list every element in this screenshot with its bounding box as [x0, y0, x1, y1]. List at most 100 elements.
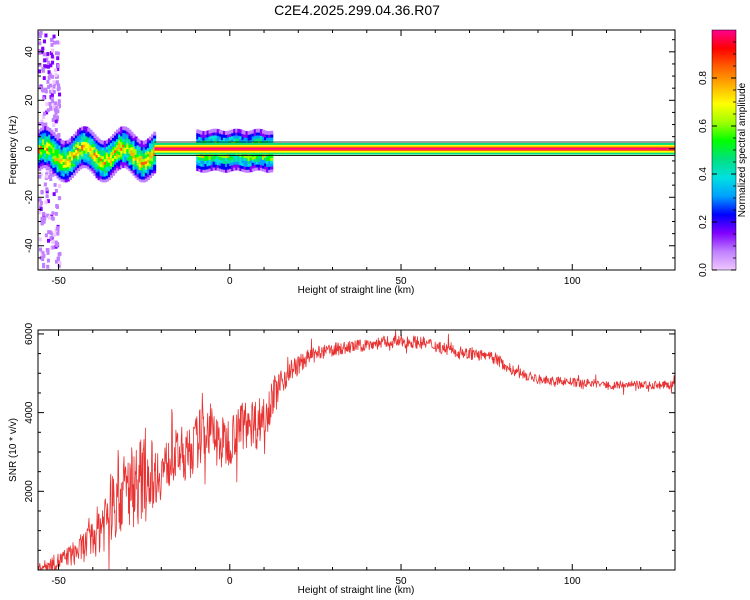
spectrogram-cell	[212, 166, 216, 171]
spectrogram-cell	[77, 164, 81, 169]
spectrogram-cell	[231, 135, 235, 140]
spectrogram-cell	[118, 145, 122, 150]
spectrogram-cell	[87, 133, 91, 138]
spectrogram-cell	[45, 194, 49, 199]
colorbar-tick-label: 0.6	[698, 119, 709, 133]
spectrogram-cell	[70, 159, 74, 164]
spectrogram-cell	[212, 163, 216, 168]
spectrogram-cell	[83, 129, 87, 134]
spectrogram-ytick-label: 40	[24, 46, 35, 58]
spectrogram-cell	[60, 140, 64, 144]
spectrogram-cell	[204, 168, 208, 173]
spectrogram-cell	[227, 133, 231, 138]
spectrogram-cell	[99, 145, 103, 150]
spectrogram-cell	[142, 161, 146, 165]
spectrogram-cell	[251, 129, 255, 134]
spectrogram-cell	[56, 136, 60, 141]
spectrogram-cell	[146, 161, 150, 166]
spectrogram-cell	[56, 145, 60, 150]
spectrogram-cell	[89, 152, 93, 157]
spectrogram-cell	[259, 164, 264, 168]
spectrogram-cell	[56, 56, 60, 61]
spectrogram-cell	[97, 173, 101, 178]
spectrogram-cell	[58, 176, 62, 181]
spectrogram-cell	[89, 167, 93, 172]
spectrogram-cell	[103, 152, 107, 157]
spectrogram-cell	[95, 142, 99, 147]
spectrogram-cell	[122, 161, 126, 166]
spectrogram-cell	[124, 152, 128, 157]
spectrogram-cell	[68, 173, 72, 178]
spectrogram-cell	[40, 127, 44, 132]
spectrogram-cell	[111, 163, 116, 167]
spectrogram-cell	[50, 167, 54, 172]
spectrogram-cell	[103, 158, 107, 163]
spectrogram-cell	[95, 136, 99, 141]
spectrogram-cell	[212, 160, 216, 165]
spectrogram-cell	[204, 160, 208, 164]
spectrogram-cell	[46, 152, 50, 157]
spectrogram-cell	[130, 160, 134, 165]
spectrogram-cell	[72, 157, 77, 162]
spectrogram-cell	[247, 168, 251, 173]
spectrogram-cell	[107, 164, 111, 169]
spectrogram-cell	[200, 165, 204, 170]
spectrogram-cell	[83, 134, 87, 139]
spectrogram-cell	[114, 166, 118, 171]
spectrogram-cell	[42, 126, 46, 131]
spectrogram-cell	[134, 162, 138, 167]
spectrogram-cell	[44, 143, 48, 148]
spectrogram-cell	[132, 163, 136, 168]
spectrogram-cell	[60, 160, 64, 165]
spectrogram-cell	[42, 161, 46, 166]
spectrogram-cell	[45, 174, 49, 179]
snr-ylabel: SNR (10 * v/v)	[8, 418, 19, 482]
spectrogram-cell	[77, 152, 81, 157]
spectrogram-cell	[212, 131, 216, 136]
spectrogram-cell	[216, 158, 220, 163]
spectrogram-cell	[114, 149, 118, 153]
spectrogram-cell	[77, 132, 81, 137]
spectrogram-cell	[136, 153, 140, 157]
spectrogram-cell	[85, 144, 89, 149]
snr-panel: -50 0 50 100 2000 4000 6000 Height of straight…	[8, 322, 676, 596]
spectrogram-cell	[140, 140, 144, 145]
spectrogram-cell	[218, 135, 222, 140]
spectrogram-cell	[218, 164, 222, 169]
spectrogram-cell	[196, 132, 200, 137]
spectrogram-cell	[55, 243, 59, 248]
spectrogram-cell	[111, 168, 116, 173]
spectrogram-cell	[42, 115, 46, 120]
spectrogram-cell	[210, 155, 214, 160]
spectrogram-cell	[49, 231, 53, 236]
spectrogram-cell	[206, 139, 210, 144]
spectrogram-cell	[40, 189, 44, 194]
spectrogram-cell	[151, 137, 155, 141]
spectrogram-cell	[64, 161, 68, 165]
spectrogram-cell	[266, 162, 270, 167]
spectrogram-cell	[148, 153, 153, 158]
spectrogram-cell	[54, 143, 58, 147]
spectrogram-cell	[237, 128, 241, 133]
spectrogram-cell	[52, 143, 56, 148]
spectrogram-cell	[47, 60, 51, 65]
spectrogram-cell	[81, 149, 85, 154]
spectrogram-cell	[264, 130, 268, 135]
spectrogram-cell	[120, 155, 124, 160]
spectrogram-cell	[144, 177, 148, 182]
spectrogram-cell	[62, 163, 66, 168]
spectrogram-cell	[93, 154, 97, 159]
spectrogram-cell	[122, 155, 126, 160]
spectrogram-cell	[124, 132, 128, 137]
spectrogram-cell	[270, 165, 274, 170]
spectrogram-cell	[210, 129, 214, 133]
spectrogram-cell	[50, 54, 54, 59]
spectrogram-cell	[77, 146, 81, 151]
spectrogram-cell	[83, 158, 87, 163]
spectrogram-cell	[54, 137, 58, 142]
spectrogram-cell	[74, 146, 79, 150]
spectrogram-cell	[266, 133, 270, 138]
spectrogram-cell	[77, 129, 81, 134]
spectrogram-cell	[58, 150, 62, 155]
spectrogram-cell	[57, 252, 61, 257]
